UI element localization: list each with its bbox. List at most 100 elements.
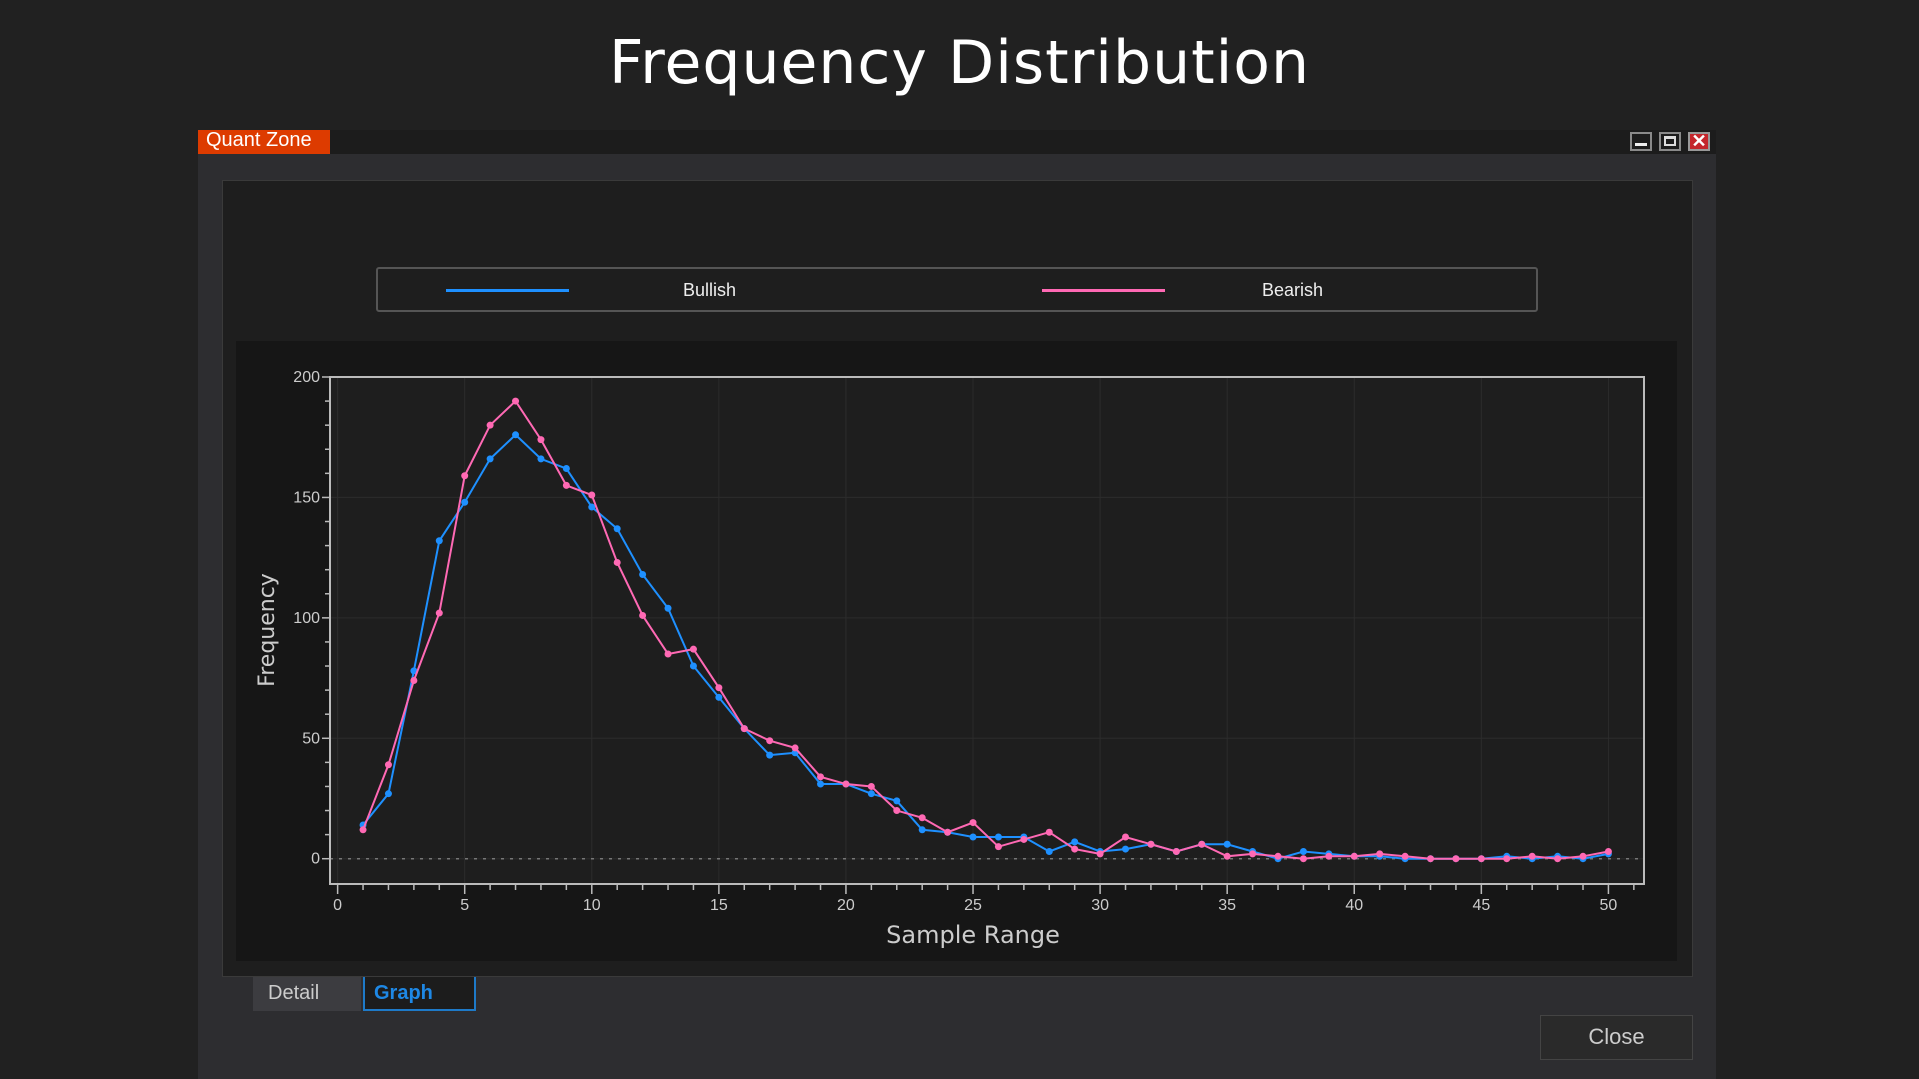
data-point-bullish [1071,838,1079,846]
data-point-bullish [461,498,469,506]
data-point-bullish [817,780,825,788]
y-axis-label: Frequency [255,573,280,687]
data-point-bearish [842,780,850,788]
x-tick-label: 25 [964,897,982,914]
data-point-bearish [1325,852,1333,860]
data-point-bearish [435,609,443,617]
legend-label-bearish: Bearish [1262,280,1324,300]
minimize-icon [1635,143,1647,146]
data-point-bearish [588,491,596,499]
data-point-bearish [1350,852,1358,860]
y-tick-label: 150 [293,489,320,506]
data-point-bullish [918,826,926,834]
data-point-bearish [994,843,1002,851]
data-point-bearish [1122,833,1130,841]
plot-area [330,377,1644,884]
y-tick-label: 50 [302,730,320,747]
data-point-bearish [537,436,545,444]
close-window-button[interactable]: ✕ [1688,132,1710,151]
data-point-bullish [994,833,1002,841]
data-point-bearish [791,744,799,752]
data-point-bearish [1401,852,1409,860]
data-point-bullish [486,455,494,463]
data-point-bearish [664,650,672,658]
series-bullish [359,431,1612,863]
x-tick-label: 50 [1600,897,1618,914]
data-point-bearish [1020,835,1028,843]
data-point-bullish [1299,847,1307,855]
data-point-bearish [1528,852,1536,860]
data-point-bearish [1554,855,1562,863]
data-point-bearish [1452,855,1460,863]
series-line-bullish [362,433,1609,860]
x-tick-label: 20 [837,897,855,914]
data-point-bearish [1198,840,1206,848]
data-point-bearish [893,807,901,815]
data-point-bullish [715,693,723,701]
data-point-bearish [410,676,418,684]
y-tick-label: 200 [293,369,320,386]
minimize-button[interactable] [1630,132,1652,151]
data-point-bearish [1223,852,1231,860]
data-point-bearish [944,828,952,836]
data-point-bearish [969,819,977,827]
data-point-bullish [512,431,520,439]
page-title: Frequency Distribution [608,28,1311,98]
data-point-bullish [639,571,647,579]
data-point-bullish [1223,840,1231,848]
data-point-bearish [1071,845,1079,853]
data-point-bullish [867,790,875,798]
data-point-bearish [1427,855,1435,863]
title-bar[interactable]: Quant Zone ✕ [198,130,1716,154]
close-button[interactable]: Close [1540,1015,1693,1060]
data-point-bearish [562,481,570,489]
data-point-bullish [410,667,418,675]
data-point-bearish [1604,847,1612,855]
data-point-bearish [1503,855,1511,863]
x-tick-label: 35 [1218,897,1236,914]
data-point-bullish [562,465,570,473]
data-point-bullish [1045,847,1053,855]
plot-border [329,376,1645,885]
data-point-bullish [689,662,697,670]
data-point-bullish [664,604,672,612]
tab-detail[interactable]: Detail [253,977,361,1011]
y-tick-label: 0 [311,851,320,868]
maximize-icon [1664,136,1676,146]
data-point-bullish [766,751,774,759]
app-name: Quant Zone [198,130,330,154]
x-tick-label: 30 [1091,897,1109,914]
data-point-bearish [817,773,825,781]
legend-swatch-bullish [446,289,569,292]
data-point-bullish [613,525,621,533]
data-point-bearish [1096,850,1104,858]
x-tick-label: 45 [1472,897,1490,914]
data-point-bullish [435,537,443,545]
data-point-bearish [740,725,748,733]
legend-label-bullish: Bullish [683,280,737,300]
x-tick-label: 5 [460,897,469,914]
data-point-bearish [1147,840,1155,848]
maximize-button[interactable] [1659,132,1681,151]
data-point-bearish [715,684,723,692]
data-point-bullish [537,455,545,463]
data-point-bearish [1477,855,1485,863]
data-point-bullish [588,503,596,511]
data-point-bearish [486,421,494,429]
data-point-bearish [689,645,697,653]
data-point-bullish [969,833,977,841]
data-point-bearish [1045,828,1053,836]
close-icon: ✕ [1691,131,1707,151]
x-tick-label: 0 [333,897,342,914]
data-point-bearish [512,397,520,405]
data-point-bearish [1172,847,1180,855]
x-axis-label: Sample Range [886,921,1060,949]
legend-swatch-bearish [1042,289,1165,292]
data-point-bearish [766,737,774,745]
y-tick-label: 100 [293,610,320,627]
x-tick-label: 10 [583,897,601,914]
data-point-bearish [639,611,647,619]
tab-graph[interactable]: Graph [363,977,476,1011]
series-line-bearish [362,399,1609,860]
